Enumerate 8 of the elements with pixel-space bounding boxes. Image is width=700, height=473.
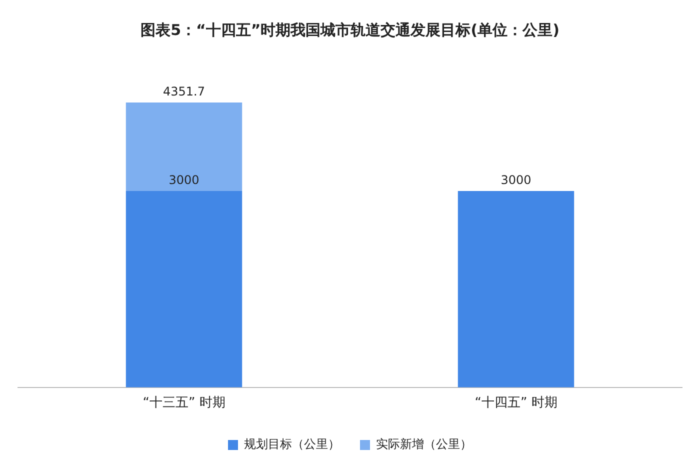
legend-label: 实际新增（公里） xyxy=(376,437,472,452)
data-label: 3000 xyxy=(168,173,200,188)
x-tick-label: “十四五” 时期 xyxy=(474,396,558,411)
total-label: 4351.7 xyxy=(163,84,205,99)
chart-title: 图表5：“十四五”时期我国城市轨道交通发展目标(单位：公里) xyxy=(140,20,560,39)
x-tick-label: “十三五” 时期 xyxy=(142,396,226,411)
data-label: 3000 xyxy=(500,173,532,188)
legend-label: 规划目标（公里） xyxy=(244,437,340,452)
